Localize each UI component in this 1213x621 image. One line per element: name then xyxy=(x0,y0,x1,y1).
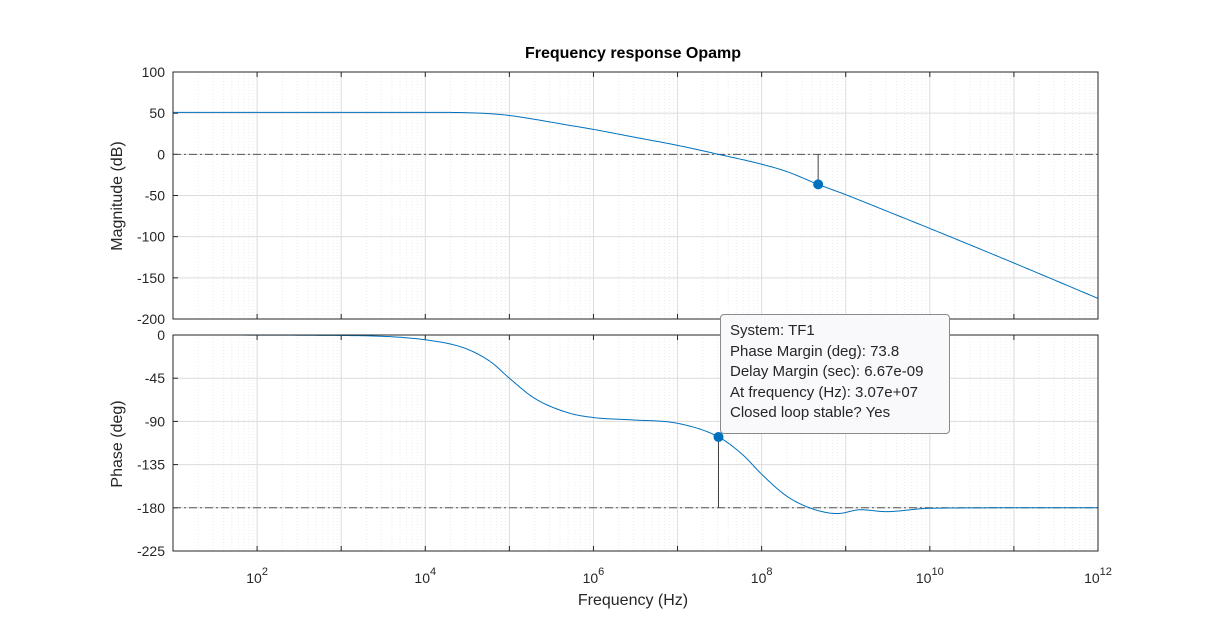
datatip-line-stability: Closed loop stable? Yes xyxy=(730,404,891,421)
magnitude-series-line xyxy=(173,111,1099,299)
x-tick-base: 10 xyxy=(916,570,932,586)
x-tick-exponent: 6 xyxy=(598,566,604,578)
x-axis-title: Frequency (Hz) xyxy=(578,592,688,609)
phase-y-tick-label: -45 xyxy=(145,370,165,386)
x-tick-label: 1012 xyxy=(1084,566,1112,586)
phase-y-tick-label: -225 xyxy=(137,543,165,559)
datatip-line-phase-margin: Phase Margin (deg): 73.8 xyxy=(730,342,900,360)
magnitude-y-tick-label: 0 xyxy=(157,146,165,162)
x-tick-exponent: 4 xyxy=(430,566,436,578)
x-tick-exponent: 8 xyxy=(766,566,772,578)
x-tick-labels: 102 104 106 108 1010 1012 xyxy=(246,566,1112,586)
magnitude-axes-box xyxy=(172,71,1099,320)
datatip-line-frequency: At frequency (Hz): 3.07e+07 xyxy=(730,383,919,401)
x-tick-exponent: 10 xyxy=(931,566,943,578)
magnitude-y-tick-label: -100 xyxy=(137,229,165,245)
x-tick-label: 104 xyxy=(414,566,436,586)
phase-y-tick-label: 0 xyxy=(157,327,165,343)
x-tick-label: 1010 xyxy=(916,566,944,586)
x-tick-label: 108 xyxy=(751,566,773,586)
x-tick-label: 102 xyxy=(246,566,268,586)
phase-plot-area xyxy=(173,335,1098,551)
magnitude-panel: 100 50 0 -50 -100 -150 -200 xyxy=(137,64,1099,327)
phase-y-tick-label: -135 xyxy=(137,457,165,473)
magnitude-y-tick-label: -150 xyxy=(137,270,165,286)
phase-y-tick-label: -180 xyxy=(137,500,165,516)
datatip-line-delay-margin: Delay Margin (sec): 6.67e-09 xyxy=(730,363,924,380)
phase-axes-box xyxy=(172,334,1099,552)
x-tick-exponent: 12 xyxy=(1100,566,1112,578)
magnitude-margin-marker xyxy=(813,179,824,190)
chart-title: Frequency response Opamp xyxy=(525,45,741,62)
phase-panel: 0 -45 -90 -135 -180 -225 xyxy=(137,327,1099,559)
magnitude-y-tick-label: -50 xyxy=(145,188,165,204)
datatip-line-system: System: TF1 xyxy=(730,322,815,339)
stability-margin-datatip[interactable]: System: TF1 Phase Margin (deg): 73.8 Del… xyxy=(720,314,950,434)
magnitude-y-tick-label: 100 xyxy=(142,64,166,80)
x-tick-label: 106 xyxy=(583,566,605,586)
magnitude-axis-title: Magnitude (dB) xyxy=(109,141,126,250)
x-tick-exponent: 2 xyxy=(262,566,268,578)
x-tick-base: 10 xyxy=(1084,570,1100,586)
x-tick-base: 10 xyxy=(583,570,599,586)
magnitude-y-tick-label: 50 xyxy=(149,105,165,121)
phase-margin-marker xyxy=(713,431,724,442)
magnitude-y-tick-label: -200 xyxy=(137,311,165,327)
phase-y-tick-label: -90 xyxy=(145,413,165,429)
x-tick-base: 10 xyxy=(246,570,262,586)
phase-series-line xyxy=(172,334,1098,515)
x-tick-base: 10 xyxy=(751,570,767,586)
x-tick-base: 10 xyxy=(414,570,430,586)
phase-axis-title: Phase (deg) xyxy=(109,400,126,487)
